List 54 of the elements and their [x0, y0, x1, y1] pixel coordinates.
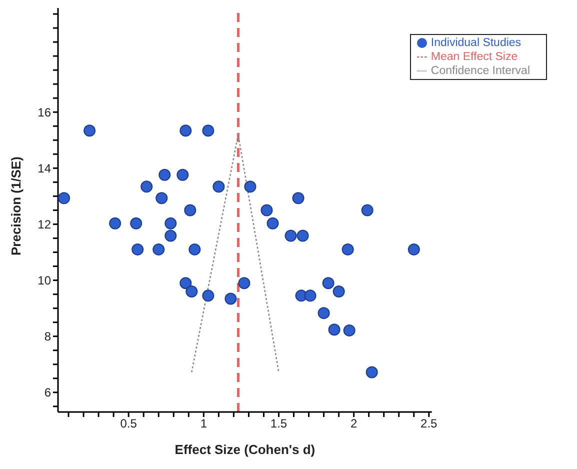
- y-tick-label: 6: [44, 386, 52, 400]
- point: [156, 192, 168, 204]
- legend-label: Individual Studies: [430, 37, 522, 49]
- point: [202, 124, 214, 137]
- point: [332, 285, 345, 298]
- y-tick-label: 12: [38, 217, 52, 232]
- point: [186, 285, 198, 298]
- point: [184, 204, 196, 216]
- point: [158, 168, 171, 181]
- point: [260, 204, 273, 216]
- x-tick-label: 0.5: [120, 416, 138, 431]
- x-tick-label: 1.5: [270, 416, 288, 431]
- point: [84, 124, 96, 137]
- x-tick-label: 2.5: [420, 416, 438, 431]
- point: [238, 277, 250, 290]
- point: [292, 192, 304, 204]
- point: [180, 277, 192, 290]
- point: [342, 243, 354, 256]
- y-tick-label: 14: [38, 161, 52, 176]
- y-axis-title: Precision (1/SE): [8, 156, 24, 256]
- y-tick-label: 16: [38, 105, 52, 120]
- point: [152, 243, 165, 256]
- point: [132, 243, 144, 256]
- point: [58, 192, 70, 204]
- point: [188, 243, 201, 256]
- point: [322, 277, 334, 290]
- point: [361, 204, 374, 216]
- x-axis-title: Effect Size (Cohen's d): [174, 442, 316, 457]
- point: [224, 292, 237, 305]
- legend-label: Confidence Interval: [430, 65, 530, 77]
- point: [212, 180, 225, 193]
- point: [266, 217, 279, 230]
- point: [284, 230, 297, 242]
- x-tick-label: 1: [200, 416, 208, 431]
- point: [180, 124, 192, 137]
- point: [130, 217, 142, 230]
- point: [109, 217, 122, 230]
- point: [244, 180, 256, 193]
- x-tick-label: 2: [350, 416, 358, 431]
- point: [366, 366, 378, 378]
- point: [176, 168, 189, 181]
- point: [304, 290, 316, 302]
- point: [202, 290, 214, 302]
- point: [408, 243, 420, 256]
- ref-line-label: Mean Effect Size: [430, 51, 518, 63]
- point: [328, 324, 340, 336]
- point: [140, 180, 153, 193]
- point: [343, 324, 356, 336]
- point: [296, 230, 309, 242]
- y-tick-label: 10: [38, 274, 52, 288]
- point: [164, 217, 177, 230]
- y-tick-label: 8: [44, 330, 52, 344]
- point: [164, 230, 177, 242]
- point: [318, 307, 330, 320]
